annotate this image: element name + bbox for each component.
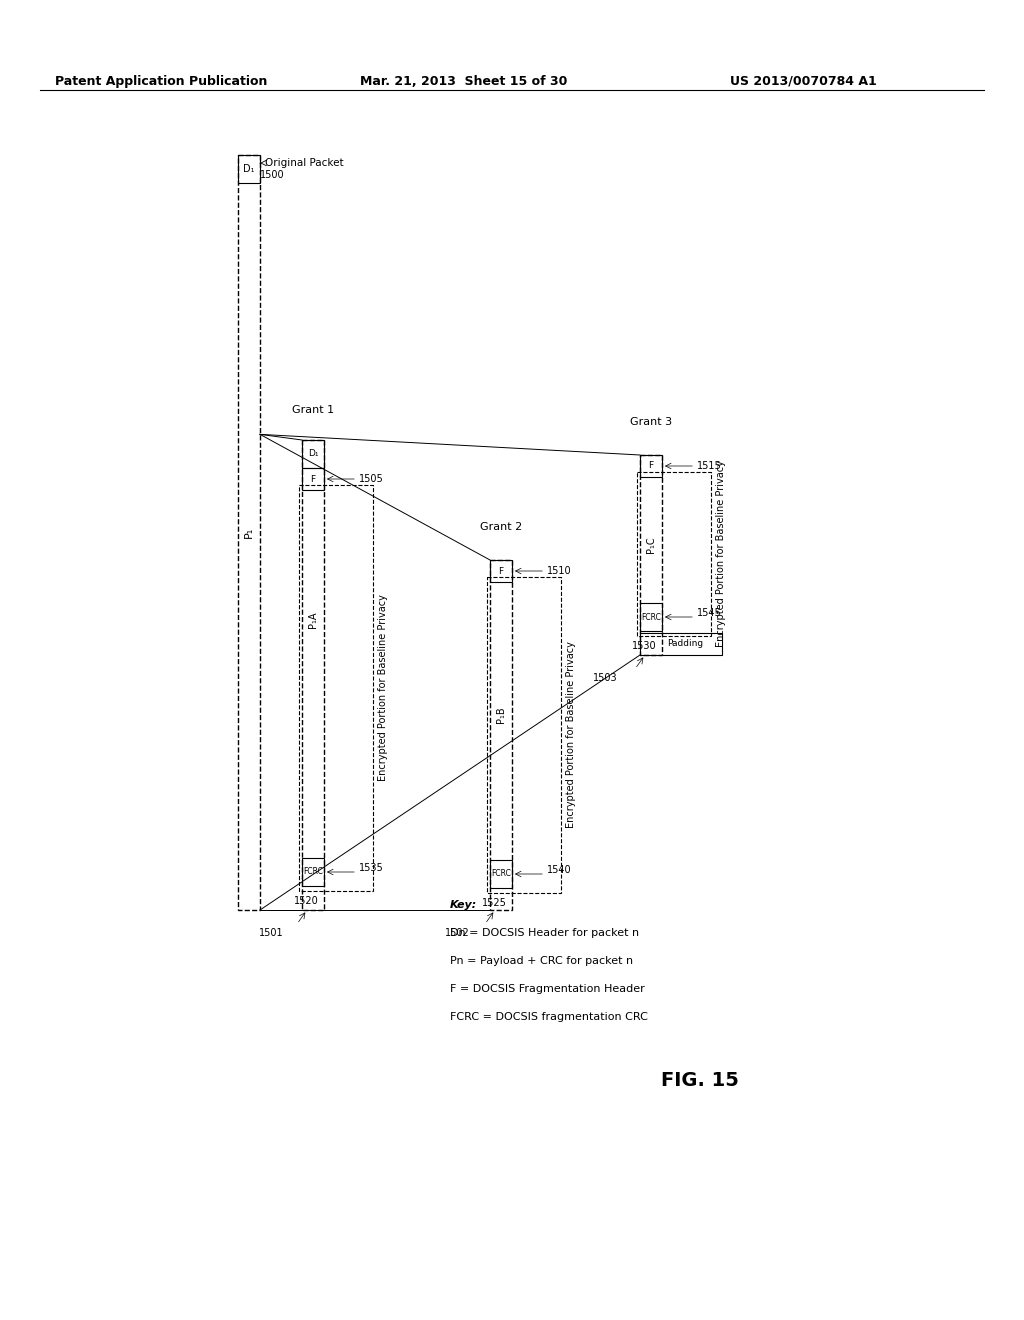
Text: 1520: 1520 bbox=[294, 896, 318, 906]
Text: 1500: 1500 bbox=[260, 170, 285, 180]
Text: Grant 2: Grant 2 bbox=[480, 521, 522, 532]
Text: Padding: Padding bbox=[667, 639, 703, 648]
Bar bbox=[302, 469, 324, 490]
Text: Original Packet: Original Packet bbox=[265, 158, 344, 168]
Bar bbox=[640, 455, 662, 655]
Text: 1505: 1505 bbox=[359, 474, 384, 484]
Bar bbox=[490, 560, 512, 582]
Bar bbox=[640, 603, 662, 631]
Text: 1501: 1501 bbox=[259, 928, 284, 939]
Text: 1502: 1502 bbox=[445, 928, 470, 939]
Text: P₁A: P₁A bbox=[308, 611, 318, 628]
Text: P₁: P₁ bbox=[244, 527, 254, 539]
Text: 1540: 1540 bbox=[547, 865, 571, 875]
Bar bbox=[490, 861, 512, 888]
Text: Grant 3: Grant 3 bbox=[630, 417, 672, 426]
Text: FIG. 15: FIG. 15 bbox=[662, 1071, 739, 1089]
Bar bbox=[490, 560, 512, 909]
Text: Key:: Key: bbox=[450, 900, 477, 909]
Bar bbox=[640, 634, 722, 655]
Text: FCRC: FCRC bbox=[303, 867, 323, 876]
Text: Encrypted Portion for Baseline Privacy: Encrypted Portion for Baseline Privacy bbox=[566, 642, 575, 829]
Bar bbox=[299, 484, 373, 891]
Text: F: F bbox=[499, 566, 504, 576]
Bar bbox=[302, 440, 324, 909]
Bar bbox=[238, 154, 260, 183]
Bar bbox=[640, 455, 662, 477]
Bar bbox=[302, 440, 324, 469]
Text: Patent Application Publication: Patent Application Publication bbox=[55, 75, 267, 88]
Text: D₁: D₁ bbox=[244, 164, 255, 174]
Text: FCRC = DOCSIS fragmentation CRC: FCRC = DOCSIS fragmentation CRC bbox=[450, 1012, 648, 1022]
Text: Encrypted Portion for Baseline Privacy: Encrypted Portion for Baseline Privacy bbox=[716, 461, 726, 647]
Text: 1503: 1503 bbox=[593, 673, 618, 682]
Text: Dn = DOCSIS Header for packet n: Dn = DOCSIS Header for packet n bbox=[450, 928, 639, 939]
Bar bbox=[637, 473, 711, 636]
Text: 1510: 1510 bbox=[547, 566, 571, 576]
Text: P₁B: P₁B bbox=[496, 706, 506, 723]
Text: 1545: 1545 bbox=[697, 609, 722, 618]
Text: Mar. 21, 2013  Sheet 15 of 30: Mar. 21, 2013 Sheet 15 of 30 bbox=[360, 75, 567, 88]
Text: 1525: 1525 bbox=[482, 898, 507, 908]
Text: P₁C: P₁C bbox=[646, 537, 656, 553]
Text: Grant 1: Grant 1 bbox=[292, 405, 334, 414]
Text: 1535: 1535 bbox=[359, 863, 384, 873]
Text: FCRC: FCRC bbox=[641, 612, 660, 622]
Text: 1515: 1515 bbox=[697, 461, 722, 471]
Text: F = DOCSIS Fragmentation Header: F = DOCSIS Fragmentation Header bbox=[450, 983, 645, 994]
Bar bbox=[238, 154, 260, 909]
Text: Pn = Payload + CRC for packet n: Pn = Payload + CRC for packet n bbox=[450, 956, 633, 966]
Text: D₁: D₁ bbox=[308, 450, 318, 458]
Bar bbox=[302, 858, 324, 886]
Text: FCRC: FCRC bbox=[492, 870, 511, 879]
Text: F: F bbox=[648, 462, 653, 470]
Text: Encrypted Portion for Baseline Privacy: Encrypted Portion for Baseline Privacy bbox=[378, 594, 388, 781]
Text: US 2013/0070784 A1: US 2013/0070784 A1 bbox=[730, 75, 877, 88]
Bar bbox=[487, 577, 561, 894]
Text: F: F bbox=[310, 474, 315, 483]
Text: 1530: 1530 bbox=[632, 642, 656, 651]
